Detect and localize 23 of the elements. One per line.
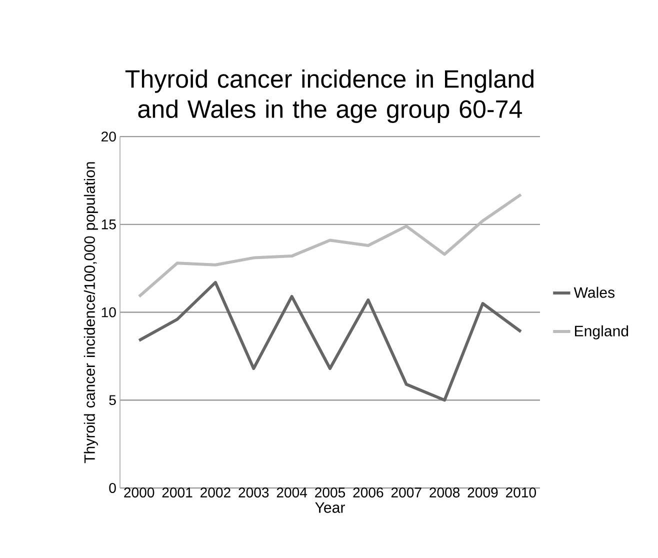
y-tick-label: 20 bbox=[102, 132, 116, 142]
x-tick-label: 2007 bbox=[391, 488, 422, 498]
line-series bbox=[138, 280, 522, 402]
x-tick-label: 2005 bbox=[315, 488, 346, 498]
y-axis-title: Thyroid cancer incidence/100,000 population bbox=[84, 162, 98, 464]
y-tick-label: 10 bbox=[102, 307, 116, 318]
chart-title: Thyroid cancer incidence in England and Wales in the age group 60-74 bbox=[125, 69, 534, 123]
x-tick-label: 2000 bbox=[124, 488, 154, 498]
y-tick-label: 15 bbox=[102, 220, 116, 230]
line-series bbox=[138, 193, 522, 298]
x-tick-label: 2004 bbox=[276, 488, 308, 498]
x-tick-label: 2009 bbox=[468, 488, 498, 498]
x-tick-label: 2003 bbox=[238, 488, 269, 498]
y-tick-label: 0 bbox=[109, 483, 116, 493]
x-tick-label: 2006 bbox=[353, 488, 384, 498]
y-tick-label: 5 bbox=[109, 395, 116, 406]
legend-label: Wales bbox=[574, 286, 615, 298]
x-axis-title: Year bbox=[315, 502, 345, 513]
x-tick-label: 2010 bbox=[506, 488, 536, 498]
x-tick-label: 2002 bbox=[200, 488, 230, 498]
x-tick-label: 2008 bbox=[430, 488, 460, 498]
legend-label: England bbox=[575, 325, 628, 340]
x-tick-label: 2001 bbox=[162, 488, 192, 498]
